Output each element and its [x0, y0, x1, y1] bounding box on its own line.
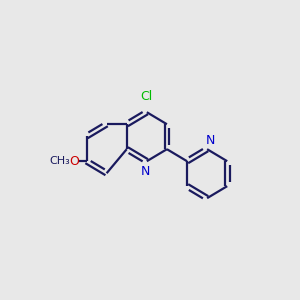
- Text: N: N: [140, 165, 150, 178]
- Text: O: O: [69, 155, 79, 168]
- Text: N: N: [206, 134, 215, 147]
- Text: CH₃: CH₃: [50, 156, 70, 166]
- Text: Cl: Cl: [141, 90, 153, 103]
